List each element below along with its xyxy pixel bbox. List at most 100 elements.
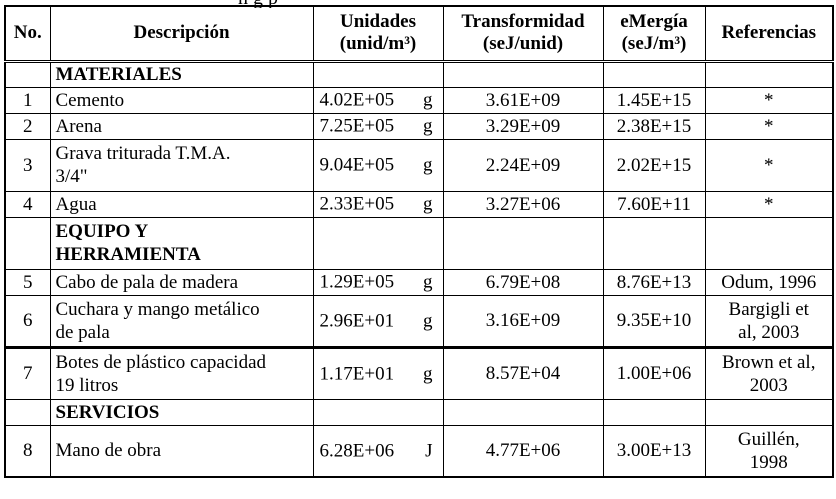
table-row: 3 Grava triturada T.M.A. 3/4" 9.04E+05 g …	[4, 138, 834, 192]
row-description: Cuchara y mango metálico de pala	[49, 294, 314, 349]
section-no-cell	[4, 216, 51, 270]
row-unidades: 7.25E+05 g	[312, 112, 444, 140]
header-row: No. Descripción Unidades (unid/m³) Trans…	[4, 5, 834, 63]
row-referencia-line2: 2003	[749, 374, 788, 396]
header-no: No.	[4, 5, 51, 63]
row-description-line2: 3/4"	[55, 166, 88, 187]
row-no: 6	[4, 294, 51, 349]
unit-symbol: g	[423, 363, 433, 384]
table-body: MATERIALES 1 Cemento 4.02E+05 g 3.61E+09 …	[4, 60, 834, 478]
unit-value: 1.29E+05	[319, 271, 395, 293]
caption-fragment: ñ g p	[238, 0, 278, 8]
row-emergia: 7.60E+11	[602, 190, 706, 218]
section-title: EQUIPO Y HERRAMIENTA	[49, 216, 314, 270]
empty-cell	[602, 60, 706, 88]
row-description-line1: Grava triturada T.M.A.	[55, 143, 231, 164]
empty-cell	[704, 216, 834, 270]
table-row: 2 Arena 7.25E+05 g 3.29E+09 2.38E+15 *	[4, 112, 834, 140]
unit-value: 1.17E+01	[319, 363, 395, 384]
empty-cell	[312, 398, 444, 426]
unit-symbol: g	[423, 154, 433, 176]
empty-cell	[704, 60, 834, 88]
empty-cell	[704, 398, 834, 426]
row-unidades: 1.17E+01 g	[312, 346, 444, 400]
header-unidades-line2: (unid/m³)	[339, 33, 417, 55]
row-description: Grava triturada T.M.A. 3/4"	[49, 138, 314, 192]
row-emergia: 1.45E+15	[602, 86, 706, 114]
row-unidades: 9.04E+05 g	[312, 138, 444, 192]
row-emergia: 8.76E+13	[602, 268, 706, 296]
unit-value: 6.28E+06	[319, 440, 395, 462]
empty-cell	[442, 60, 604, 88]
row-emergia: 3.00E+13	[602, 424, 706, 478]
empty-cell	[602, 398, 706, 426]
unit-symbol: g	[423, 271, 433, 293]
header-emergia-line1: eMergía	[620, 11, 688, 33]
emergy-table: No. Descripción Unidades (unid/m³) Trans…	[4, 5, 834, 478]
unit-symbol: g	[423, 310, 433, 331]
row-unidades: 2.33E+05 g	[312, 190, 444, 218]
empty-cell	[312, 216, 444, 270]
section-no-cell	[4, 398, 51, 426]
table-row: 1 Cemento 4.02E+05 g 3.61E+09 1.45E+15 *	[4, 86, 834, 114]
row-description-line1: Botes de plástico capacidad	[55, 351, 267, 373]
row-referencia-line1: Bargigli et	[728, 298, 809, 320]
section-row-servicios: SERVICIOS	[4, 398, 834, 426]
row-emergia: 1.00E+06	[602, 346, 706, 400]
table-row: 4 Agua 2.33E+05 g 3.27E+06 7.60E+11 *	[4, 190, 834, 218]
unit-value: 2.96E+01	[319, 310, 395, 331]
unit-value: 2.33E+05	[319, 193, 395, 215]
section-row-equipo: EQUIPO Y HERRAMIENTA	[4, 216, 834, 270]
header-descripcion: Descripción	[49, 5, 314, 63]
row-no: 2	[4, 112, 51, 140]
row-referencia-line1: Guillén,	[737, 428, 800, 450]
row-transformidad: 3.27E+06	[442, 190, 604, 218]
row-description: Mano de obra	[49, 424, 314, 478]
row-referencia: *	[704, 86, 834, 114]
row-description: Arena	[49, 112, 314, 140]
row-no: 7	[4, 346, 51, 400]
row-referencia: Odum, 1996	[704, 268, 834, 296]
row-emergia: 9.35E+10	[602, 294, 706, 349]
unit-value: 7.25E+05	[319, 115, 395, 137]
row-no: 4	[4, 190, 51, 218]
empty-cell	[442, 398, 604, 426]
table-row: 8 Mano de obra 6.28E+06 J 4.77E+06 3.00E+…	[4, 424, 834, 478]
section-title: SERVICIOS	[49, 398, 314, 426]
header-emergia: eMergía (seJ/m³)	[602, 5, 706, 63]
unit-symbol: g	[423, 115, 433, 137]
row-description: Agua	[49, 190, 314, 218]
row-no: 3	[4, 138, 51, 192]
unit-symbol: J	[425, 440, 433, 462]
row-unidades: 4.02E+05 g	[312, 86, 444, 114]
row-description-line2: de pala	[55, 321, 110, 343]
header-transformidad-line2: (seJ/unid)	[482, 33, 564, 55]
row-referencia-line2: 1998	[749, 451, 788, 473]
row-transformidad: 2.24E+09	[442, 138, 604, 192]
row-no: 5	[4, 268, 51, 296]
row-referencia: *	[704, 138, 834, 192]
unit-symbol: g	[423, 89, 433, 111]
row-no: 8	[4, 424, 51, 478]
row-referencia-line1: Brown et al,	[722, 351, 816, 373]
header-unidades: Unidades (unid/m³)	[312, 5, 444, 63]
row-description-line2: 19 litros	[55, 374, 119, 396]
row-referencia-line2: al, 2003	[738, 321, 800, 343]
header-referencias: Referencias	[704, 5, 834, 63]
row-referencia: *	[704, 190, 834, 218]
row-description: Botes de plástico capacidad 19 litros	[49, 346, 314, 400]
row-referencia: *	[704, 112, 834, 140]
header-emergia-line2: (seJ/m³)	[621, 33, 687, 55]
table-row: 6 Cuchara y mango metálico de pala 2.96E…	[4, 294, 834, 349]
row-unidades: 1.29E+05 g	[312, 268, 444, 296]
row-transformidad: 8.57E+04	[442, 346, 604, 400]
row-transformidad: 6.79E+08	[442, 268, 604, 296]
cut-off-caption: ñ g p	[0, 0, 836, 8]
header-transformidad: Transformidad (seJ/unid)	[442, 5, 604, 63]
section-title-line1: EQUIPO Y	[55, 221, 149, 242]
table-header: No. Descripción Unidades (unid/m³) Trans…	[4, 5, 834, 63]
table-row: 5 Cabo de pala de madera 1.29E+05 g 6.79E…	[4, 268, 834, 296]
row-transformidad: 3.61E+09	[442, 86, 604, 114]
row-transformidad: 3.29E+09	[442, 112, 604, 140]
row-no: 1	[4, 86, 51, 114]
